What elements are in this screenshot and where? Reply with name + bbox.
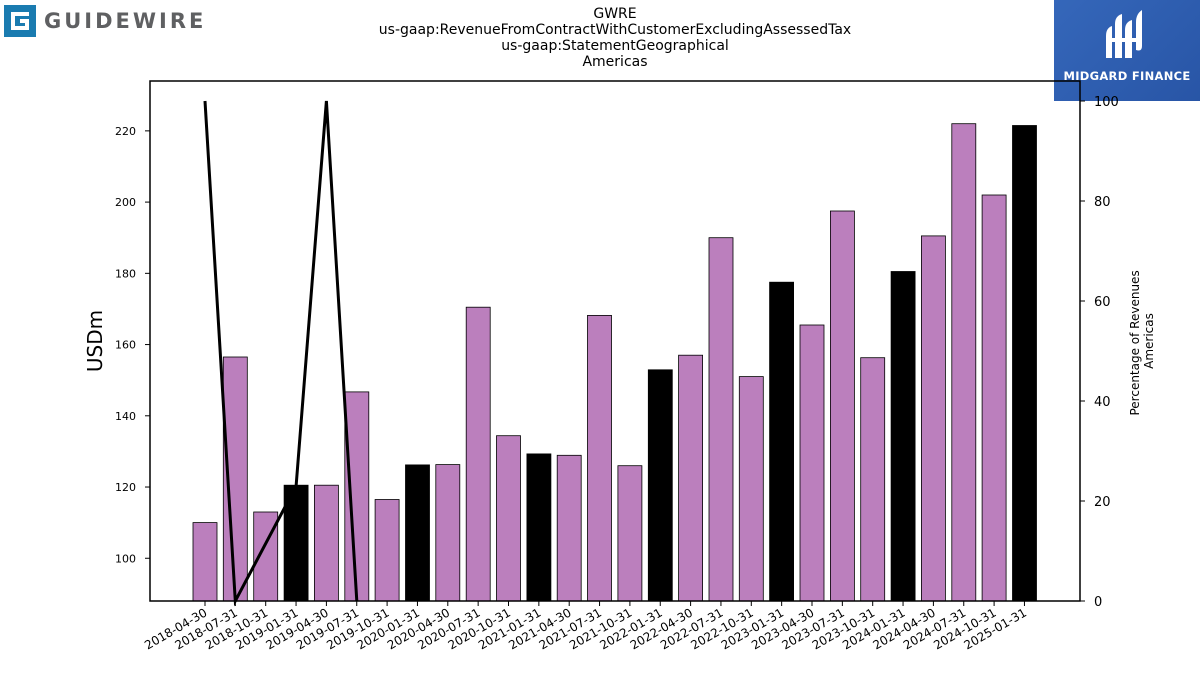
bar — [860, 357, 886, 602]
y-axis-label: USDm — [83, 310, 107, 372]
bar — [1012, 125, 1037, 602]
bar — [799, 324, 825, 602]
y-tick-label: 180 — [115, 267, 136, 280]
midgard-finance-text: MIDGARD FINANCE — [1063, 69, 1191, 83]
chart-title-line: Americas — [582, 54, 648, 70]
bar — [313, 484, 339, 602]
x-axis-ticks: 2018-04-302018-07-312018-10-312019-01-31… — [142, 601, 1029, 652]
bar — [921, 235, 946, 602]
midgard-finance-badge: MIDGARD FINANCE — [1054, 0, 1200, 101]
percent-line — [203, 100, 359, 607]
bar — [496, 435, 521, 602]
y2-tick-label: 80 — [1094, 195, 1111, 210]
y-tick-label: 140 — [115, 410, 136, 423]
bar — [769, 281, 794, 602]
bar — [526, 453, 552, 602]
y-tick-label: 120 — [115, 481, 136, 494]
bar — [981, 194, 1007, 602]
bar — [435, 464, 461, 602]
bar — [465, 306, 491, 602]
bar — [951, 123, 977, 602]
chart-title-line: GWRE — [593, 6, 637, 22]
y2-axis-label: Percentage of Revenues Americas — [1128, 266, 1156, 415]
y-tick-label: 220 — [115, 125, 136, 138]
bar — [678, 354, 703, 602]
y2-axis-label-line: Americas — [1142, 313, 1156, 369]
bar — [192, 522, 218, 602]
bar — [617, 465, 643, 602]
plot-frame — [149, 80, 1081, 602]
y2-axis-label-line: Percentage of Revenues — [1128, 270, 1142, 415]
midgard-finance-logo-icon — [1106, 10, 1142, 58]
y-tick-label: 200 — [115, 196, 136, 209]
guidewire-logo: GUIDEWIRE — [4, 4, 206, 38]
y2-tick-label: 60 — [1094, 295, 1111, 310]
y-tick-label: 100 — [115, 552, 136, 565]
y2-tick-label: 0 — [1094, 595, 1102, 610]
bar — [405, 464, 430, 602]
y2-tick-label: 20 — [1094, 495, 1111, 510]
y-tick-label: 160 — [115, 339, 136, 352]
guidewire-logo-text: GUIDEWIRE — [44, 9, 207, 33]
percent-line-layer — [203, 100, 359, 607]
y2-tick-label: 100 — [1094, 95, 1119, 110]
bar — [890, 271, 916, 602]
y2-tick-label: 40 — [1094, 395, 1111, 410]
bar — [374, 499, 400, 602]
left-axis-ticks: 100 120 140 160 180 200 220 — [115, 125, 150, 565]
chart-title-line: us-gaap:RevenueFromContractWithCustomerE… — [378, 22, 852, 38]
bar — [587, 314, 612, 602]
bar — [738, 376, 764, 602]
bar — [708, 237, 734, 602]
bar — [556, 454, 582, 602]
bar — [647, 369, 673, 602]
bar — [344, 391, 370, 602]
bars-layer — [192, 123, 1037, 602]
guidewire-logo-icon — [4, 5, 36, 37]
bar — [830, 210, 855, 602]
chart-title: GWRE us-gaap:RevenueFromContractWithCust… — [300, 6, 930, 70]
right-axis-ticks: 0 20 40 60 80 100 — [1080, 95, 1119, 610]
chart-title-line: us-gaap:StatementGeographical — [501, 38, 729, 54]
